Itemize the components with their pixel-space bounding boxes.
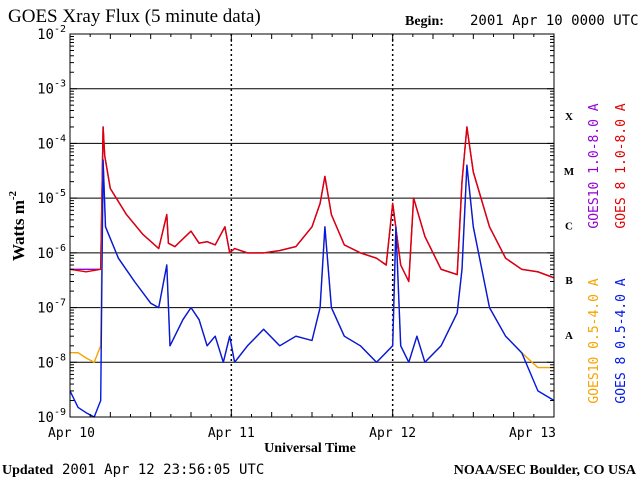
legend-label: GOES10 1.0-8.0 A <box>587 103 602 228</box>
flare-class-label: C <box>565 221 573 233</box>
updated-label: Updated <box>2 463 54 478</box>
legend-entry: GOES10 1.0-8.0 A <box>587 103 602 228</box>
y-tick-label: 10-6 <box>37 243 66 262</box>
y-tick-label: 10-7 <box>37 298 66 317</box>
y-tick-label: 10-8 <box>37 352 66 371</box>
y-tick-label: 10-2 <box>37 24 66 43</box>
begin-value: 2001 Apr 10 0000 UTC <box>470 13 639 29</box>
legend-entry: GOES 8 1.0-8.0 A <box>614 103 629 228</box>
x-tick-label: Apr 10 <box>48 426 95 441</box>
y-axis-label: Watts m <box>9 200 28 261</box>
flare-class-label: B <box>565 275 573 287</box>
y-axis-label-exp: -2 <box>7 190 19 200</box>
legend-entry: GOES 8 0.5-4.0 A <box>614 278 629 403</box>
flare-class-label: X <box>565 111 573 123</box>
y-tick-label: 10-9 <box>37 407 66 426</box>
y-tick-label: 10-5 <box>37 188 66 207</box>
updated-value: 2001 Apr 12 23:56:05 UTC <box>62 462 264 478</box>
y-tick-label: 10-4 <box>37 133 66 152</box>
credit-text: NOAA/SEC Boulder, CO USA <box>454 463 637 478</box>
x-tick-label: Apr 13 <box>509 426 556 441</box>
series-line <box>69 159 555 418</box>
grid <box>70 34 554 417</box>
x-tick-label: Apr 12 <box>369 426 416 441</box>
x-axis-label: Universal Time <box>264 441 356 456</box>
chart-title: GOES Xray Flux (5 minute data) <box>8 6 261 27</box>
begin-label: Begin: <box>405 14 444 29</box>
series-line <box>69 126 555 283</box>
axes: 10-9 10-8 10-7 10-6 10-5 10-4 10-3 10-2 Apr 10 Ap… <box>37 24 575 441</box>
legend-entry: GOES10 0.5-4.0 A <box>587 278 602 403</box>
svg-text:Watts m-2: Watts m-2 <box>7 190 28 261</box>
legend-label: GOES10 0.5-4.0 A <box>587 278 602 403</box>
x-tick-label: Apr 11 <box>208 426 255 441</box>
series-lines <box>69 126 555 418</box>
legend-label: GOES 8 0.5-4.0 A <box>614 278 629 403</box>
y-axis-label-group: Watts m-2 <box>7 190 28 261</box>
flare-class-label: A <box>565 330 573 342</box>
legend: GOES10 1.0-8.0 A GOES 8 1.0-8.0 A GOES10 0… <box>587 103 629 403</box>
flare-class-label: M <box>564 166 575 178</box>
legend-label: GOES 8 1.0-8.0 A <box>614 103 629 228</box>
y-tick-label: 10-3 <box>37 79 66 98</box>
